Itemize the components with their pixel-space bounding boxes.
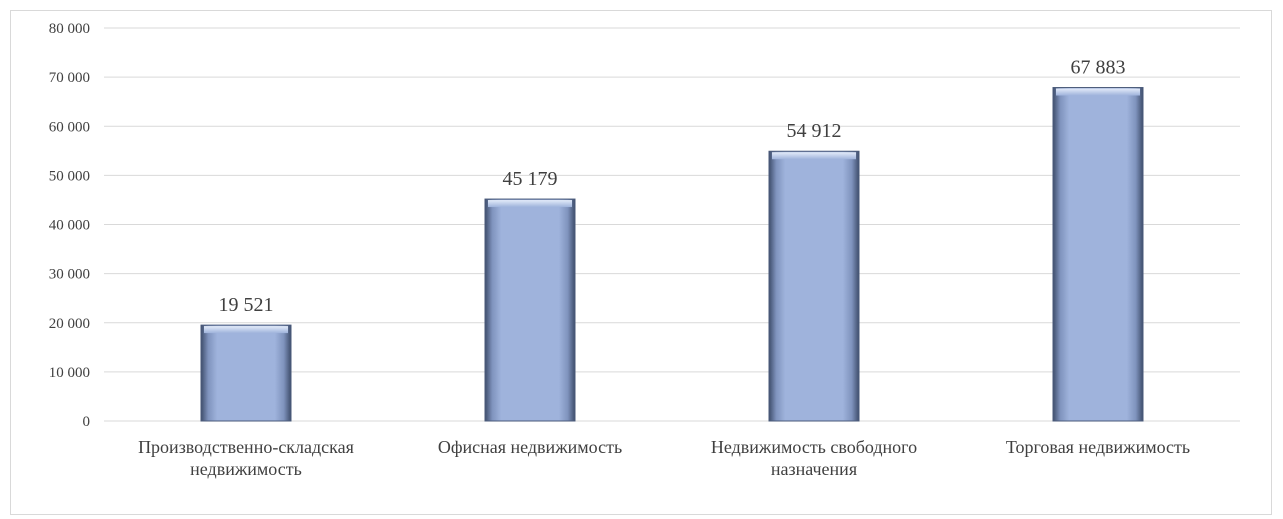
bar: [484, 198, 576, 422]
y-tick-label: 10 000: [49, 365, 90, 381]
data-labels: 19 521 45 179 54 912 67 883: [219, 57, 1126, 317]
category-label: Торговая недвижимость: [1006, 437, 1190, 457]
y-tick-label: 50 000: [49, 168, 90, 184]
category-label: Офисная недвижимость: [438, 437, 622, 457]
gridlines: [104, 27, 1240, 422]
category-label: недвижимость: [190, 459, 302, 479]
bar: [768, 150, 860, 422]
y-tick-label: 30 000: [49, 267, 90, 283]
bar-top-highlight: [772, 152, 856, 160]
y-tick-label: 40 000: [49, 218, 90, 234]
category-label: Производственно-складская: [138, 437, 354, 457]
data-label: 67 883: [1071, 57, 1126, 79]
bar: [200, 324, 292, 422]
data-label: 54 912: [787, 120, 842, 142]
bar-body: [768, 150, 860, 422]
bar-body: [200, 324, 292, 422]
category-label: назначения: [771, 459, 857, 479]
bar: [1052, 87, 1144, 422]
category-label: Недвижимость свободного: [711, 437, 917, 457]
bar-top-highlight: [204, 326, 288, 334]
data-label: 45 179: [503, 168, 558, 190]
bar-body: [484, 198, 576, 422]
bar-top-highlight: [1056, 88, 1140, 96]
y-tick-label: 70 000: [49, 70, 90, 86]
bars: [200, 87, 1144, 422]
y-tick-label: 80 000: [49, 21, 90, 37]
y-axis-ticks: 0 10 000 20 000 30 000 40 000 50 000 60 000 70 …: [49, 21, 90, 430]
y-tick-label: 20 000: [49, 316, 90, 332]
y-tick-label: 60 000: [49, 119, 90, 135]
data-label: 19 521: [219, 294, 274, 316]
bar-body: [1052, 87, 1144, 422]
y-tick-label: 0: [83, 414, 91, 430]
bar-top-highlight: [488, 200, 572, 208]
